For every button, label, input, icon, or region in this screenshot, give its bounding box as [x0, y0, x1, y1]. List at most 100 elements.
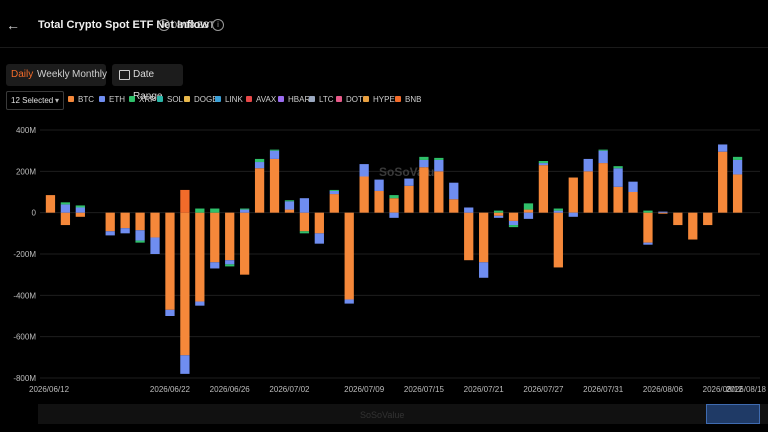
legend-item-ltc[interactable]: LTC — [309, 95, 334, 105]
bar-segment-btc — [284, 209, 295, 213]
navigator-window-handle[interactable] — [706, 404, 760, 424]
bar-segment-eth — [538, 163, 549, 166]
bar-segment-other — [329, 189, 339, 191]
legend-item-dot[interactable]: DOT — [336, 95, 363, 105]
tab-weekly[interactable]: Weekly — [37, 69, 70, 80]
legend-item-avax[interactable]: AVAX — [246, 95, 276, 105]
bar-segment-eth — [195, 301, 205, 306]
info-icon[interactable]: i — [158, 19, 170, 31]
bar-segment-other — [389, 195, 399, 199]
bar-segment-eth — [613, 168, 623, 187]
date-range-label: Date Range — [133, 69, 163, 102]
bar-segment-btc — [374, 190, 384, 213]
data-date: 08/18 — [172, 20, 195, 30]
legend-item-xrp[interactable]: XRP — [129, 95, 155, 105]
navigator-watermark: SoSoValue — [360, 410, 405, 420]
bar-segment-eth — [553, 210, 563, 213]
legend-swatch — [99, 96, 105, 102]
bar-segment-btc — [449, 199, 459, 213]
legend-item-bnb[interactable]: BNB — [395, 95, 421, 105]
bar-segment-btc — [688, 212, 698, 240]
bar-segment-other — [613, 166, 623, 169]
legend-label: DOGE — [194, 95, 218, 104]
bar-segment-btc — [658, 212, 668, 214]
bar-segment-btc — [568, 177, 578, 213]
legend-item-hbar[interactable]: HBAR — [278, 95, 310, 105]
bar-segment-btc — [404, 185, 414, 213]
legend-label: AVAX — [256, 95, 277, 104]
bar-segment-eth — [658, 211, 668, 213]
timezone-info-icon[interactable]: i — [212, 19, 224, 31]
legend-item-sol[interactable]: SOL — [157, 95, 183, 105]
bar-segment-eth — [434, 159, 444, 172]
bar-segment-other — [538, 161, 549, 164]
bar-segment-eth — [254, 162, 265, 169]
legend-label: XRP — [139, 95, 156, 104]
bar-segment-eth — [60, 204, 71, 213]
date-range-button[interactable]: Date Range — [112, 64, 183, 102]
bar-segment-btc — [75, 212, 85, 217]
bar-segment-eth — [165, 309, 175, 316]
bar-segment-eth — [135, 230, 145, 241]
chart-watermark: SoSoValue — [379, 165, 441, 179]
bar-segment-btc — [389, 198, 399, 213]
legend-label: HYPE — [373, 95, 395, 104]
bar-segment-eth — [508, 220, 519, 226]
legend-swatch — [278, 96, 284, 102]
bar-segment-eth — [523, 212, 534, 219]
y-tick-label: -400M — [13, 291, 36, 300]
x-tick-label: 2026/07/27 — [523, 385, 564, 394]
legend-item-link[interactable]: LINK — [215, 95, 243, 105]
bar-segment-eth — [568, 212, 578, 217]
legend-swatch — [363, 96, 369, 102]
calendar-icon — [119, 70, 130, 80]
x-tick-label: 2026/07/02 — [269, 385, 310, 394]
bar-segment-eth — [479, 262, 489, 278]
y-tick-label: 200M — [16, 167, 36, 176]
legend-item-doge[interactable]: DOGE — [184, 95, 218, 105]
bar-segment-eth — [359, 164, 369, 177]
bar-segment-btc — [628, 192, 638, 213]
legend-swatch — [395, 96, 401, 102]
bar-segment-eth — [419, 159, 429, 168]
bar-segment-btc — [732, 174, 743, 213]
bar-segment-eth — [269, 150, 280, 159]
bar-segment-other — [598, 149, 608, 151]
legend-label: SOL — [167, 95, 184, 104]
bar-segment-btc — [538, 165, 549, 213]
legend-label: HBAR — [288, 95, 311, 104]
arrow-left-icon[interactable]: ← — [6, 17, 20, 33]
bar-segment-btc — [240, 212, 250, 275]
y-tick-label: 0 — [32, 209, 37, 218]
bar-segment-btc — [718, 151, 728, 213]
chevron-down-icon: ▾ — [54, 96, 59, 105]
bar-segment-btc — [150, 212, 160, 238]
bar-segment-other — [269, 149, 280, 151]
bar-segment-btc — [120, 212, 130, 229]
tab-daily[interactable]: Daily — [11, 69, 34, 80]
legend-item-eth[interactable]: ETH — [99, 95, 125, 105]
legend-item-hype[interactable]: HYPE — [363, 95, 395, 105]
bar-segment-btc — [523, 209, 534, 213]
y-tick-label: -800M — [13, 374, 36, 383]
legend-label: DOT — [346, 95, 363, 104]
timeline-navigator[interactable] — [38, 404, 768, 424]
bar-segment-btc — [553, 212, 563, 268]
legend-swatch — [215, 96, 221, 102]
bar-segment-btc — [180, 212, 190, 356]
header-divider — [0, 47, 768, 48]
legend-item-btc[interactable]: BTC — [68, 95, 94, 105]
x-tick-label: 2026/07/15 — [404, 385, 445, 394]
bar-segment-other — [419, 156, 429, 160]
bar-segment-eth — [299, 198, 310, 213]
asset-select[interactable]: 12 Selected ▾ — [6, 91, 64, 110]
bar-segment-other — [643, 210, 653, 213]
y-tick-label: -200M — [13, 250, 36, 259]
legend-swatch — [68, 96, 74, 102]
bar-segment-other — [210, 208, 220, 213]
tab-monthly[interactable]: Monthly — [72, 69, 108, 80]
bar-segment-other — [508, 225, 519, 228]
x-tick-label: 2026/08/12 — [703, 385, 744, 394]
bar-segment-btc — [45, 195, 56, 213]
legend-swatch — [184, 96, 190, 102]
